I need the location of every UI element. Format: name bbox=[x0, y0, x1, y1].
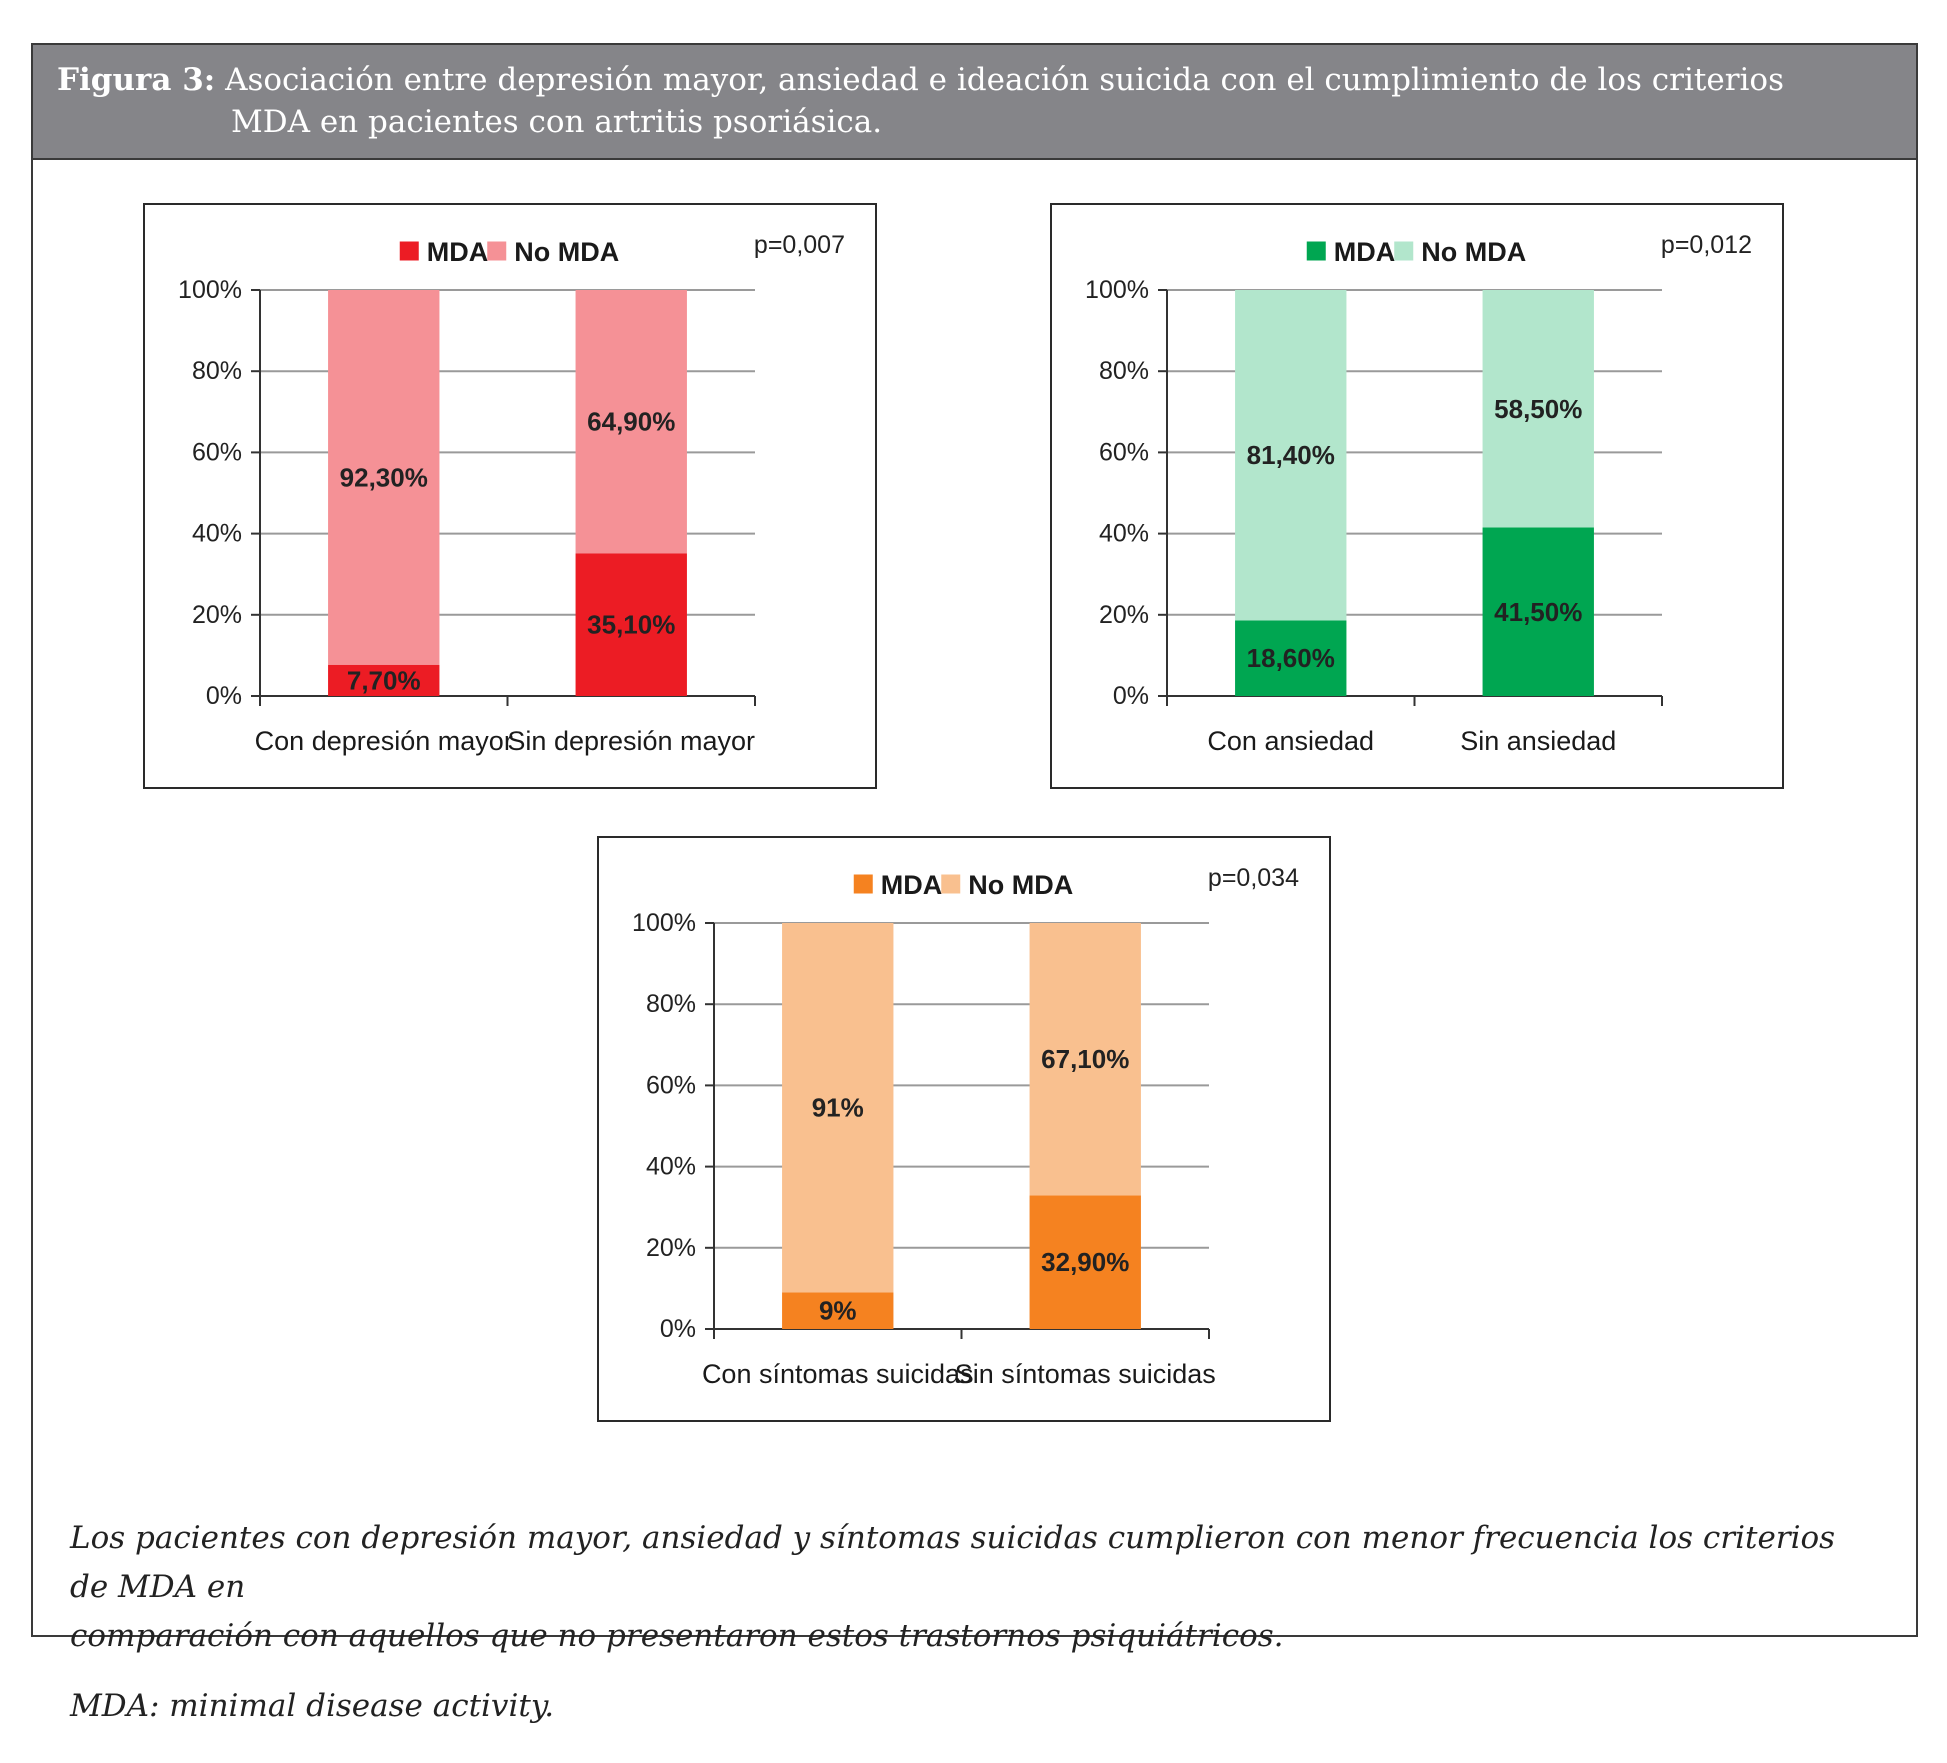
y-tick-label: 40% bbox=[646, 1153, 696, 1181]
bar-segment bbox=[782, 923, 894, 1293]
y-tick-label: 0% bbox=[206, 682, 242, 710]
data-label: 58,50% bbox=[1494, 394, 1582, 424]
data-label: 35,10% bbox=[587, 610, 675, 640]
figure-box: Figura 3: Asociación entre depresión may… bbox=[31, 43, 1918, 1637]
y-tick-label: 80% bbox=[192, 357, 242, 385]
legend-label: MDA bbox=[881, 870, 943, 900]
y-tick-label: 100% bbox=[632, 909, 696, 937]
legend-swatch bbox=[399, 241, 419, 261]
x-tick-label: Con depresión mayor bbox=[255, 726, 513, 756]
y-tick-label: 40% bbox=[1099, 520, 1149, 548]
x-tick-label: Sin depresión mayor bbox=[507, 726, 755, 756]
bar-segment bbox=[575, 553, 687, 696]
data-label: 7,70% bbox=[347, 665, 421, 695]
chart-suicidal: 0% 20% 40% 60% 80% 100% 9% 91% Con síntomas suic… bbox=[632, 864, 1299, 1389]
legend-swatch bbox=[1394, 241, 1414, 261]
y-tick-label: 100% bbox=[178, 276, 242, 304]
data-label: 81,40% bbox=[1247, 440, 1335, 470]
figure-header: Figura 3: Asociación entre depresión may… bbox=[33, 45, 1916, 160]
bar-segment bbox=[1235, 620, 1347, 696]
legend-label: No MDA bbox=[514, 237, 619, 267]
legend-swatch bbox=[487, 241, 507, 261]
data-label: 18,60% bbox=[1247, 643, 1335, 673]
x-tick-label: Con ansiedad bbox=[1207, 726, 1374, 756]
footnote: MDA: minimal disease activity. bbox=[70, 1688, 555, 1724]
y-tick-label: 80% bbox=[1099, 357, 1149, 385]
data-label: 91% bbox=[812, 1093, 864, 1123]
figure-caption: Los pacientes con depresión mayor, ansie… bbox=[70, 1514, 1870, 1661]
bar-segment bbox=[328, 290, 440, 665]
figure-title-line1: Asociación entre depresión mayor, ansied… bbox=[225, 62, 1785, 98]
data-label: 9% bbox=[819, 1296, 857, 1326]
y-tick-label: 20% bbox=[1099, 601, 1149, 629]
bar-segment bbox=[575, 290, 687, 554]
legend-swatch bbox=[853, 874, 873, 894]
x-tick-label: Sin ansiedad bbox=[1460, 726, 1616, 756]
y-tick-label: 100% bbox=[1085, 276, 1149, 304]
bar-segment bbox=[782, 1292, 894, 1329]
y-tick-label: 0% bbox=[1113, 682, 1149, 710]
legend-label: MDA bbox=[427, 237, 489, 267]
bar-segment bbox=[1482, 290, 1594, 528]
figure-title-line2: MDA en pacientes con artritis psoriásica… bbox=[231, 104, 883, 140]
bar-segment bbox=[1029, 923, 1141, 1196]
legend-label: No MDA bbox=[1421, 237, 1526, 267]
chart-depression: 0% 20% 40% 60% 80% 100% 7,70% 92,30% Con depresi… bbox=[178, 231, 845, 756]
legend-swatch bbox=[941, 874, 961, 894]
bar-segment bbox=[1029, 1195, 1141, 1329]
chart-panel-anxiety: 0% 20% 40% 60% 80% 100% 18,60% 81,40% Con ansied… bbox=[1050, 203, 1784, 789]
legend-label: No MDA bbox=[968, 870, 1073, 900]
y-tick-label: 60% bbox=[192, 438, 242, 466]
x-tick-label: Con síntomas suicidas bbox=[702, 1359, 974, 1389]
caption-line1: Los pacientes con depresión mayor, ansie… bbox=[70, 1520, 1836, 1605]
legend-swatch bbox=[1306, 241, 1326, 261]
p-value: p=0,012 bbox=[1661, 231, 1752, 259]
data-label: 41,50% bbox=[1494, 597, 1582, 627]
bar-segment bbox=[1235, 290, 1347, 621]
y-tick-label: 60% bbox=[646, 1071, 696, 1099]
bar-segment bbox=[1482, 527, 1594, 696]
chart-panel-suicidal: 0% 20% 40% 60% 80% 100% 9% 91% Con síntomas suic… bbox=[597, 836, 1331, 1422]
y-tick-label: 40% bbox=[192, 520, 242, 548]
y-tick-label: 20% bbox=[192, 601, 242, 629]
figure-label: Figura 3: bbox=[57, 62, 216, 98]
p-value: p=0,007 bbox=[754, 231, 845, 259]
p-value: p=0,034 bbox=[1208, 864, 1299, 892]
data-label: 32,90% bbox=[1041, 1247, 1129, 1277]
chart-anxiety: 0% 20% 40% 60% 80% 100% 18,60% 81,40% Con ansied… bbox=[1085, 231, 1752, 756]
y-tick-label: 60% bbox=[1099, 438, 1149, 466]
data-label: 67,10% bbox=[1041, 1044, 1129, 1074]
y-tick-label: 20% bbox=[646, 1234, 696, 1262]
bar-segment bbox=[328, 664, 440, 696]
y-tick-label: 80% bbox=[646, 990, 696, 1018]
y-tick-label: 0% bbox=[660, 1315, 696, 1343]
x-tick-label: Sin síntomas suicidas bbox=[955, 1359, 1216, 1389]
caption-line2: comparación con aquellos que no presenta… bbox=[70, 1618, 1284, 1654]
chart-panel-depression: 0% 20% 40% 60% 80% 100% 7,70% 92,30% Con depresi… bbox=[143, 203, 877, 789]
legend-label: MDA bbox=[1334, 237, 1396, 267]
data-label: 92,30% bbox=[340, 462, 428, 492]
data-label: 64,90% bbox=[587, 407, 675, 437]
